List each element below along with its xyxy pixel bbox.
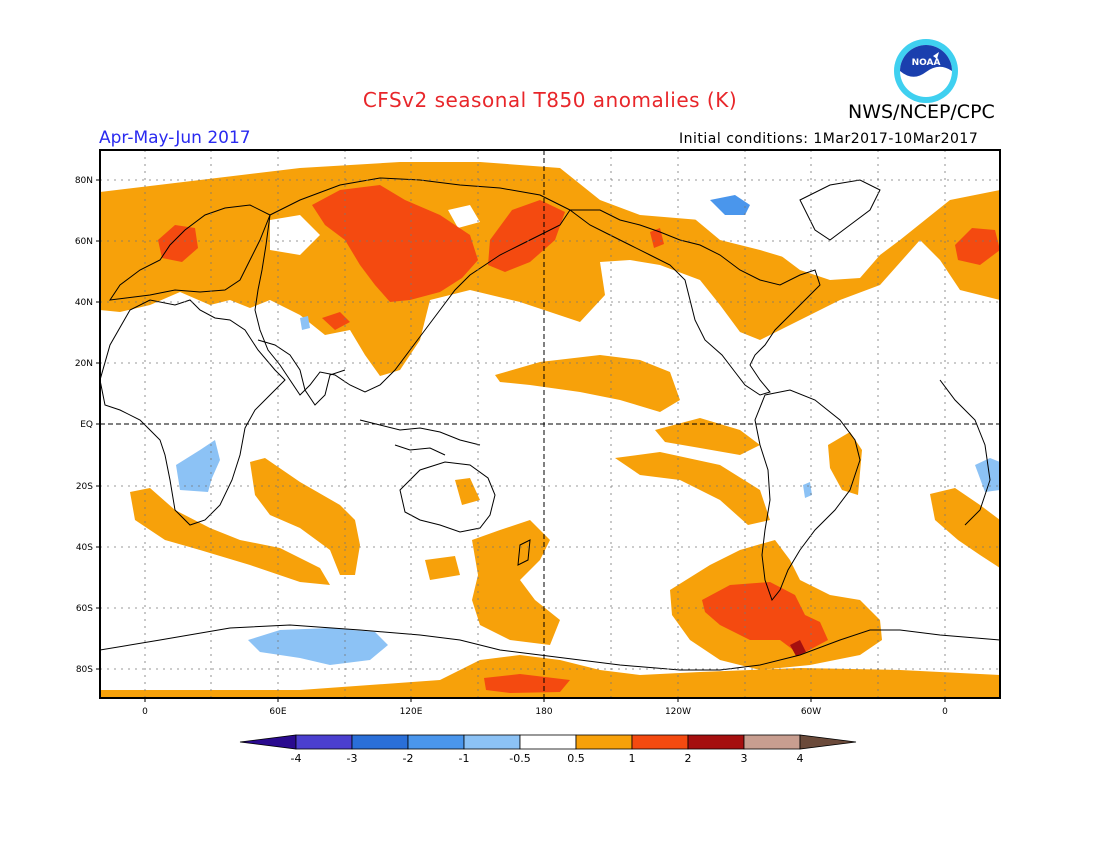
- colorbar-swatch: [463, 734, 521, 750]
- anomaly-region-africa-negative: [176, 440, 220, 492]
- coastlines: [100, 177, 1000, 671]
- colorbar-swatch-min: [239, 734, 297, 750]
- anomaly-region-north-pacific: [495, 355, 680, 412]
- reference-lines: [100, 150, 1000, 698]
- colorbar-label: -1: [459, 752, 470, 765]
- lon-axis: [144, 698, 946, 702]
- colorbar-label: -4: [291, 752, 302, 765]
- anomaly-region-antarctic-negative: [248, 628, 388, 665]
- colorbar-swatch: [631, 734, 689, 750]
- colorbar-swatch-max: [799, 734, 857, 750]
- lat-label-60n: 60N: [75, 237, 93, 247]
- colorbar-swatch: [687, 734, 745, 750]
- anomaly-field: [100, 150, 1000, 698]
- lat-label-60s: 60S: [76, 604, 93, 614]
- lat-labels: 80N 60N 40N 20N EQ 20S 40S 60S 80S: [75, 176, 93, 675]
- anomaly-region-siberia: [312, 185, 478, 302]
- colorbar-swatch: [407, 734, 465, 750]
- colorbar-swatch: [351, 734, 409, 750]
- colorbar-label: 0.5: [567, 752, 585, 765]
- lon-label-60e: 60E: [269, 707, 286, 717]
- initial-conditions: Initial conditions: 1Mar2017-10Mar2017: [679, 131, 979, 147]
- lat-label-20n: 20N: [75, 359, 93, 369]
- lat-axis: [96, 179, 100, 670]
- colorbar-label: -0.5: [509, 752, 530, 765]
- lat-label-eq: EQ: [80, 420, 93, 430]
- colorbar-label: -3: [347, 752, 358, 765]
- lon-label-0-east: 0: [942, 707, 948, 717]
- lon-labels: 0 60E 120E 180 120W 60W 0: [142, 707, 948, 717]
- anomaly-region-antarctic: [100, 655, 1000, 698]
- agency-label: NWS/NCEP/CPC: [848, 101, 995, 123]
- colorbar-label: 4: [797, 752, 804, 765]
- lon-label-120e: 120E: [400, 707, 423, 717]
- colorbar-label: -2: [403, 752, 414, 765]
- lon-label-120w: 120W: [665, 707, 691, 717]
- colorbar: [239, 734, 857, 750]
- map-title: CFSv2 seasonal T850 anomalies (K): [362, 88, 738, 112]
- colorbar-swatch: [519, 734, 577, 750]
- colorbar-swatch: [575, 734, 633, 750]
- lat-label-80s: 80S: [76, 665, 93, 675]
- colorbar-labels: -4 -3 -2 -1 -0.5 0.5 1 2 3 4: [291, 752, 804, 765]
- colorbar-label: 1: [629, 752, 636, 765]
- lon-label-0: 0: [142, 707, 148, 717]
- colorbar-swatch: [295, 734, 353, 750]
- lon-label-60w: 60W: [801, 707, 821, 717]
- noaa-logo: NOAA: [894, 39, 958, 103]
- lat-label-40n: 40N: [75, 298, 93, 308]
- lat-label-80n: 80N: [75, 176, 93, 186]
- colorbar-label: 2: [685, 752, 692, 765]
- colorbar-swatch: [743, 734, 801, 750]
- forecast-period: Apr-May-Jun 2017: [99, 128, 251, 148]
- anomaly-region-greenland-negative: [710, 195, 750, 215]
- lat-label-20s: 20S: [76, 482, 93, 492]
- logo-text: NOAA: [912, 58, 941, 68]
- colorbar-label: 3: [741, 752, 748, 765]
- lat-label-40s: 40S: [76, 543, 93, 553]
- lon-label-180: 180: [535, 707, 552, 717]
